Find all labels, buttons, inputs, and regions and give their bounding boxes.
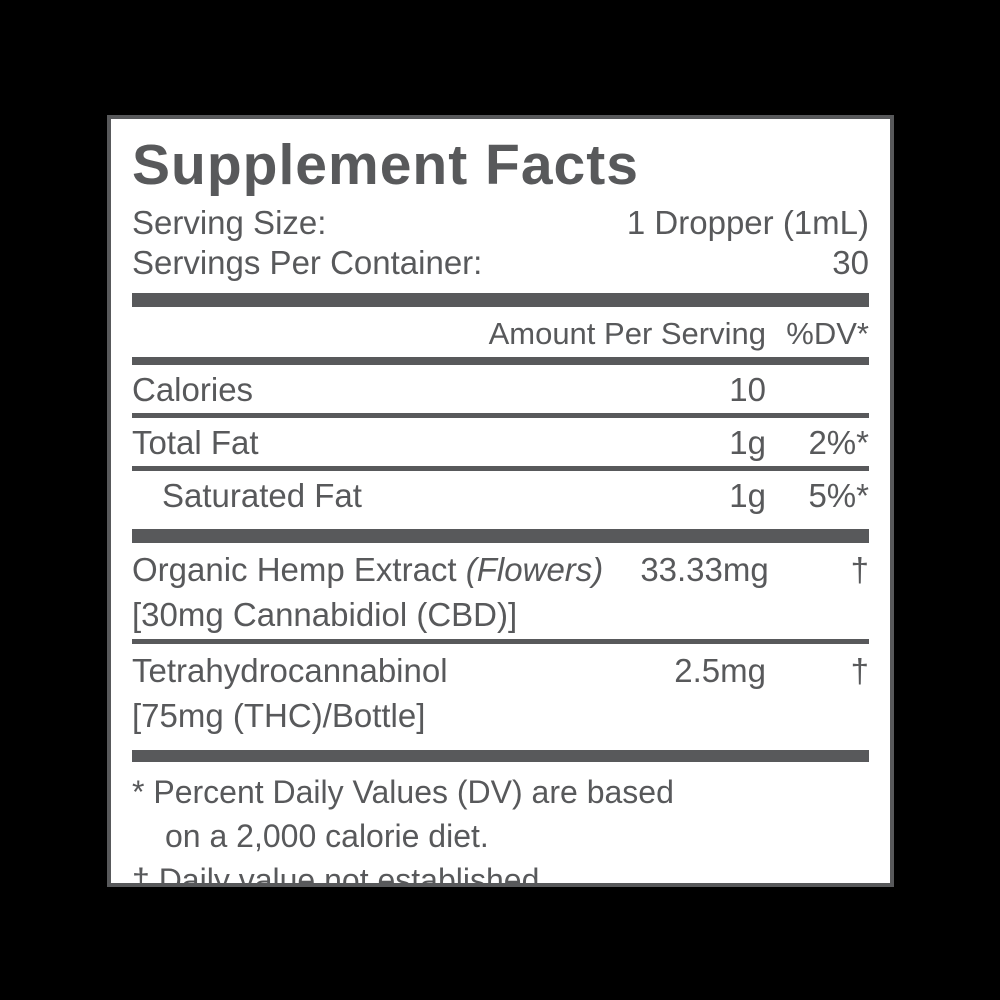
serving-size-value: 1 Dropper (1mL) (626, 204, 869, 241)
servings-per-container-value: 30 (832, 244, 869, 281)
nutrient-dv: † (850, 652, 869, 689)
serving-size-label: Serving Size: (132, 204, 327, 241)
row-divider (132, 639, 869, 644)
table-row-saturated-fat: Saturated Fat 1g 5%* (132, 471, 869, 519)
hemp-extract-main-line: Organic Hemp Extract (Flowers) 33.33mg † (132, 547, 869, 593)
nutrient-name-text: Organic Hemp Extract (132, 551, 466, 588)
serving-size-line: Serving Size: 1 Dropper (1mL) (132, 203, 869, 243)
supplement-facts-panel: Supplement Facts Serving Size: 1 Dropper… (107, 115, 894, 887)
servings-per-container-line: Servings Per Container: 30 (132, 243, 869, 283)
nutrient-name: Organic Hemp Extract (Flowers) (132, 547, 603, 593)
nutrient-amount: 10 (729, 371, 766, 408)
row-divider (132, 466, 869, 471)
nutrient-dv: † (850, 551, 869, 588)
nutrient-amount: 33.33mg (640, 551, 769, 588)
table-row-hemp-extract: Organic Hemp Extract (Flowers) 33.33mg †… (132, 543, 869, 639)
header-divider (132, 357, 869, 365)
nutrient-name-italic: (Flowers) (465, 551, 604, 588)
nutrient-amount: 2.5mg (674, 652, 766, 689)
table-row-total-fat: Total Fat 1g 2%* (132, 418, 869, 466)
table-row-calories: Calories 10 (132, 365, 869, 413)
nutrient-amount: 1g (729, 424, 766, 461)
servings-per-container-label: Servings Per Container: (132, 244, 483, 281)
nutrient-dv: 5%* (808, 477, 869, 514)
section-divider-thick (132, 293, 869, 307)
footnote-dv-line2: on a 2,000 calorie diet. (165, 818, 489, 854)
nutrient-subline: [30mg Cannabidiol (CBD)] (132, 596, 518, 633)
percent-dv-header: %DV* (786, 316, 869, 351)
section-divider-thick (132, 529, 869, 543)
footnotes: * Percent Daily Values (DV) are based on… (132, 762, 869, 887)
nutrient-amount: 1g (729, 477, 766, 514)
footnote-dagger: † Daily value not established. (132, 862, 549, 887)
nutrient-subline: [75mg (THC)/Bottle] (132, 697, 426, 734)
nutrient-name: Tetrahydrocannabinol (132, 652, 448, 689)
amount-per-serving-header: Amount Per Serving (488, 316, 766, 351)
serving-info: Serving Size: 1 Dropper (1mL) Servings P… (132, 203, 869, 283)
footnote-dv-line1: * Percent Daily Values (DV) are based (132, 774, 674, 810)
nutrient-dv: 2%* (808, 424, 869, 461)
panel-title: Supplement Facts (132, 133, 639, 197)
table-row-thc: Tetrahydrocannabinol 2.5mg † [75mg (THC)… (132, 644, 869, 740)
row-divider (132, 413, 869, 418)
section-divider-thick (132, 750, 869, 762)
column-header-row: Amount Per Serving %DV* (132, 307, 869, 357)
nutrient-name: Calories (132, 371, 254, 408)
nutrient-name: Saturated Fat (162, 477, 362, 514)
nutrient-name: Total Fat (132, 424, 259, 461)
thc-main-line: Tetrahydrocannabinol 2.5mg † (132, 648, 869, 694)
